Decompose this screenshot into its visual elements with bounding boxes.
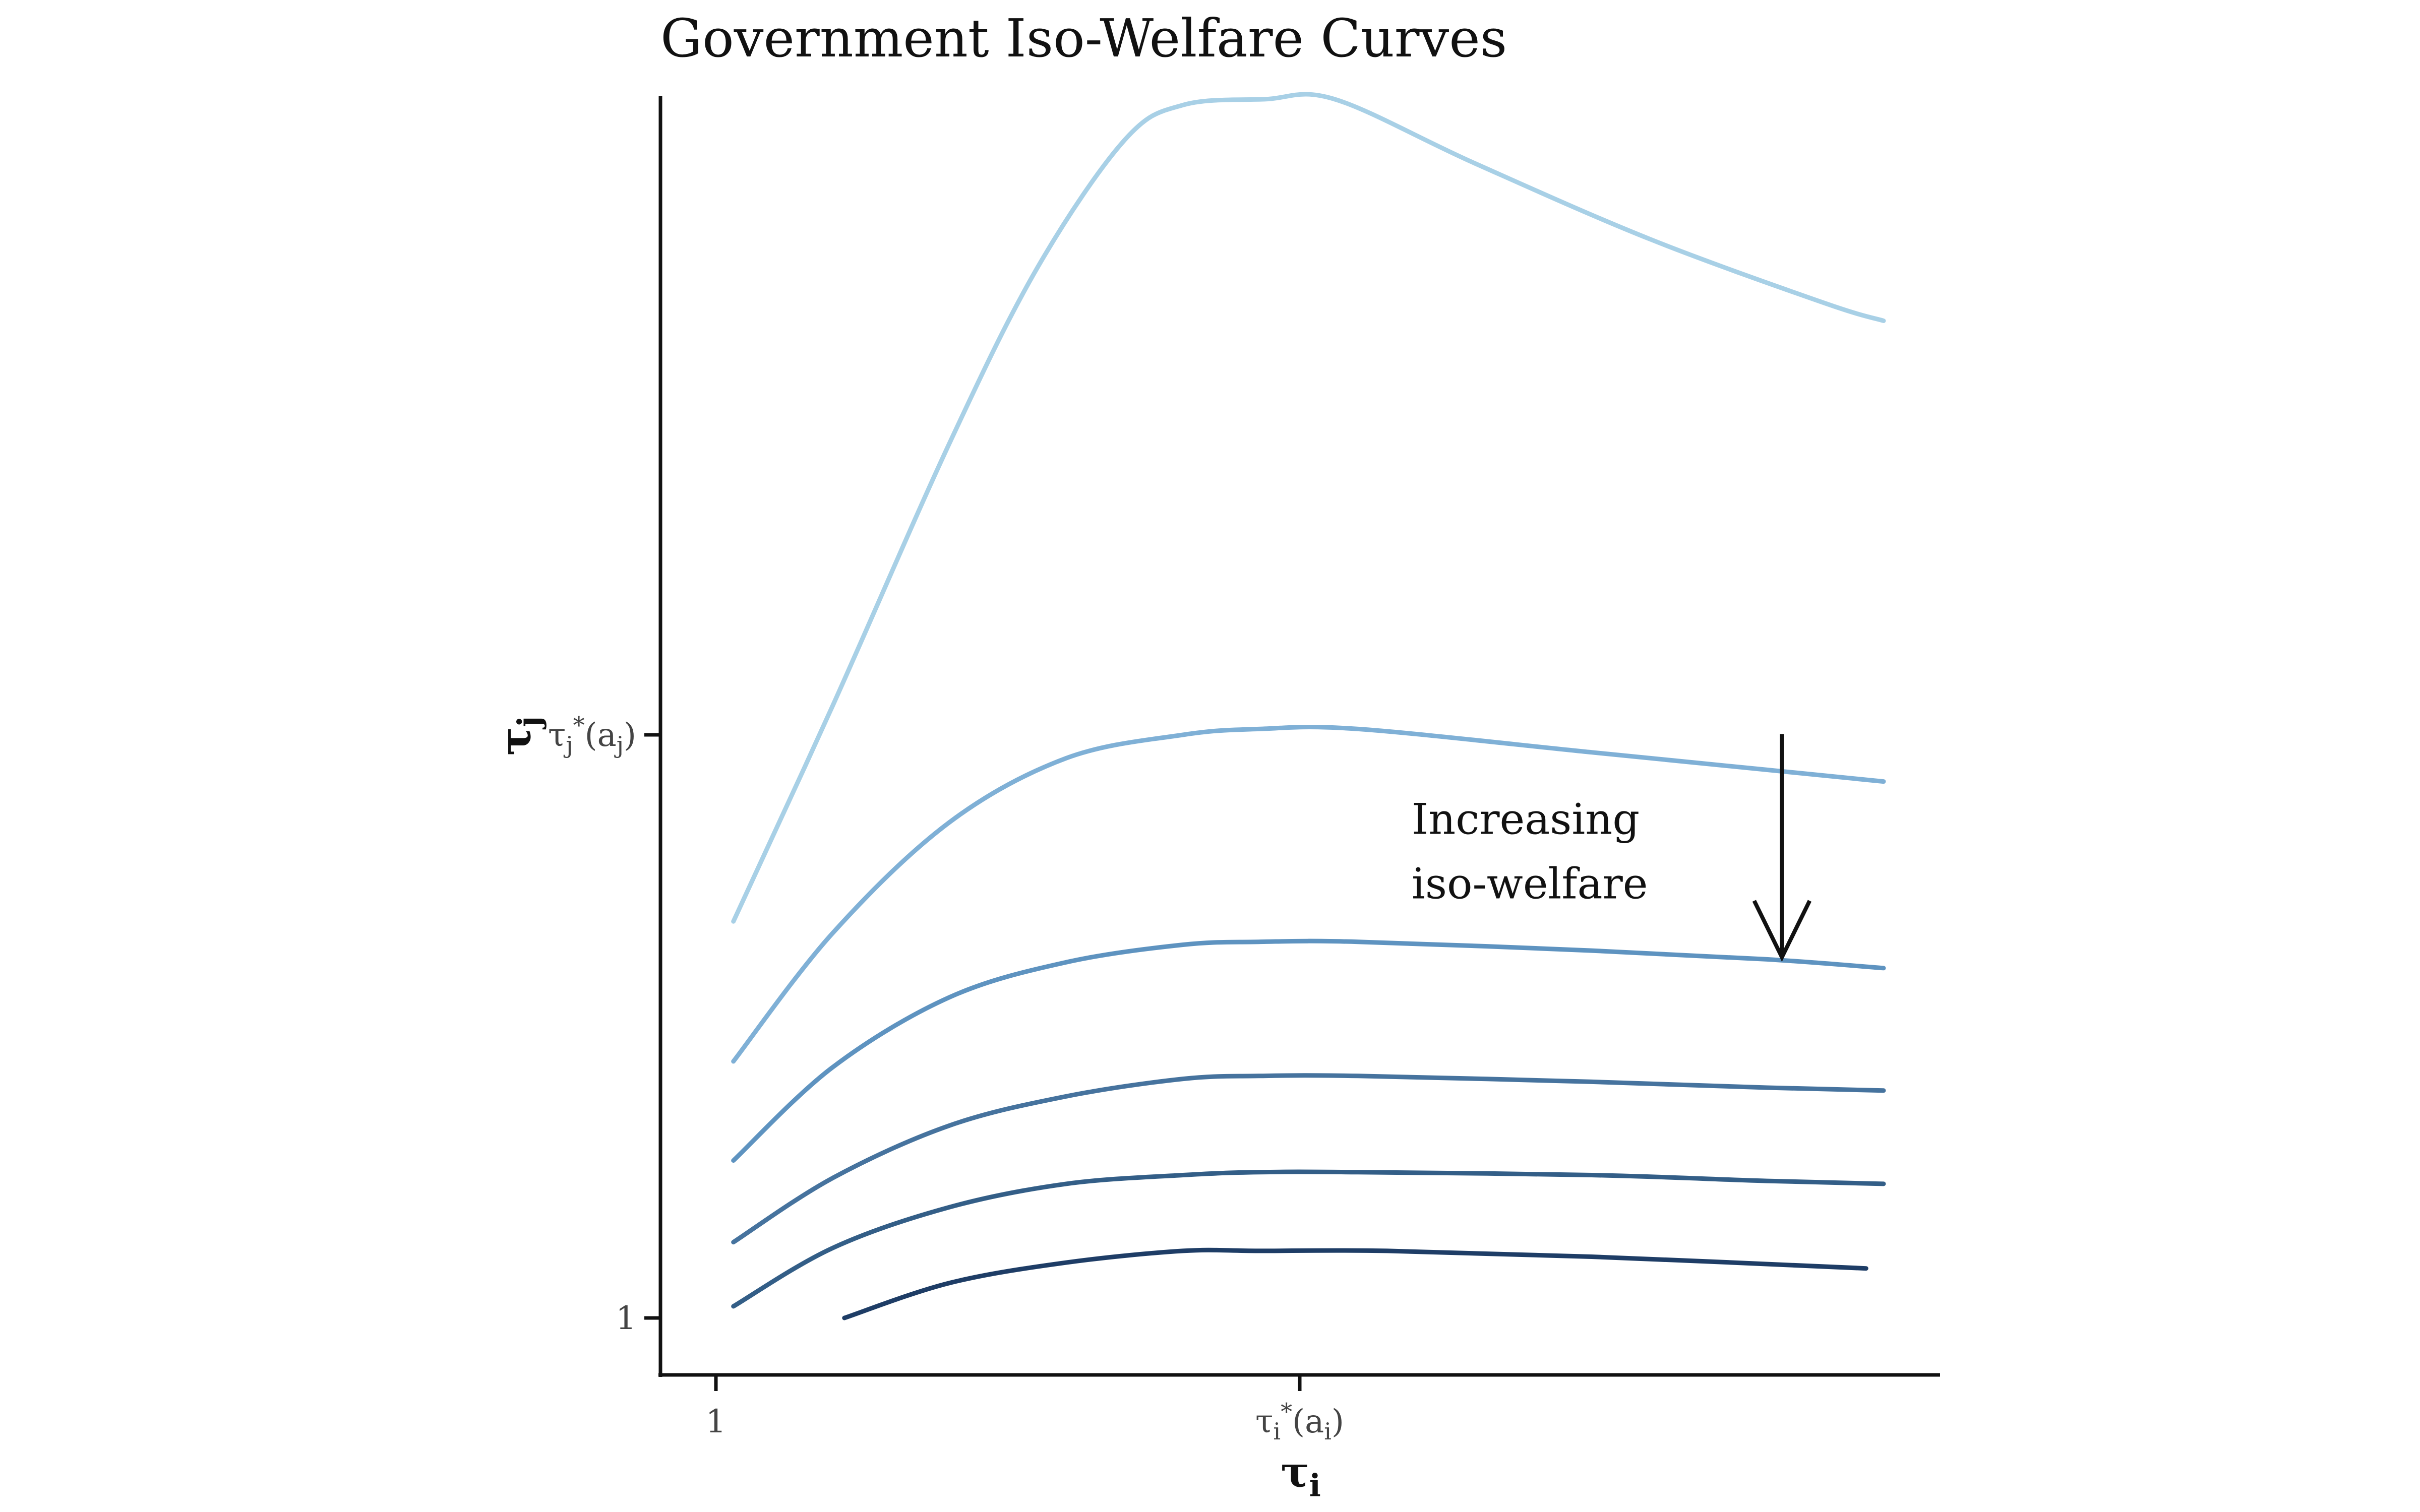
chart-title: Government Iso-Welfare Curves [660,8,1507,69]
curves [731,92,1886,1320]
iso-welfare-curve-1 [731,92,1886,924]
iso-welfare-curve-2 [731,725,1886,1064]
increasing-iso-welfare-annotation: Increasing iso-welfare [1412,734,1811,962]
arrow-down-icon [1752,900,1811,962]
annotation-text: Increasing iso-welfare [1412,795,1648,909]
tick-group: 1 τi*(ai) 1 τj*(aj) [548,711,1344,1445]
y-tick-label-2: τj*(aj) [548,711,636,759]
y-tick-label-1: 1 [616,1300,636,1337]
y-axis-title: τj [491,716,548,755]
iso-welfare-curve-5 [731,1169,1886,1309]
x-axis-title: τi [1281,1447,1321,1504]
x-tick-label-2: τi*(ai) [1255,1398,1344,1445]
iso-welfare-curve-3 [731,938,1886,1163]
x-tick-label-1: 1 [706,1403,727,1440]
iso-welfare-curve-4 [731,1073,1886,1245]
iso-welfare-curve-6 [842,1247,1868,1320]
